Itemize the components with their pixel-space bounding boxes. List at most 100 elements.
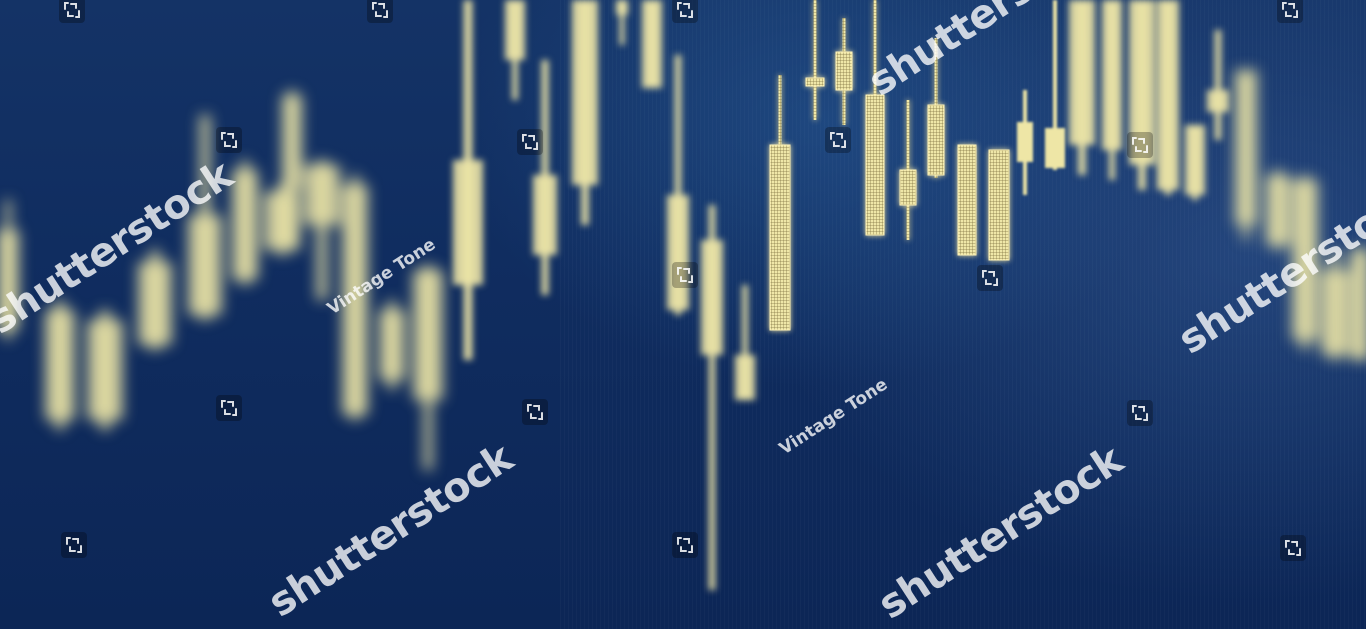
candle-body	[865, 94, 885, 236]
candlestick-16	[572, 0, 598, 225]
candlestick-21	[735, 285, 755, 400]
candle-wick	[316, 160, 328, 300]
candlestick-36	[1185, 125, 1205, 200]
candlestick-26	[899, 100, 917, 240]
candle-body	[0, 230, 19, 330]
candle-body	[701, 240, 723, 355]
shutterstock-logo-icon	[672, 262, 698, 288]
candlestick-31	[1045, 0, 1065, 170]
candle-body	[899, 169, 917, 206]
candle-wick	[813, 0, 817, 120]
candlestick-32	[1069, 0, 1095, 175]
candle-body	[769, 144, 791, 331]
candle-body	[45, 310, 75, 420]
candlestick-17	[616, 0, 628, 45]
candlestick-9	[304, 160, 340, 300]
candle-body	[805, 77, 825, 87]
candlestick-13	[453, 0, 483, 360]
candle-body	[1292, 180, 1318, 340]
candlestick-10	[342, 175, 368, 420]
shutterstock-logo-icon	[672, 0, 698, 23]
candle-body	[1235, 70, 1257, 225]
candle-body	[232, 170, 258, 280]
candlestick-40	[1292, 175, 1318, 350]
candlestick-28	[957, 144, 977, 256]
shutterstock-logo-icon	[977, 265, 1003, 291]
candle-body	[453, 160, 483, 285]
candle-body	[1266, 175, 1290, 245]
shutterstock-logo-icon	[367, 0, 393, 23]
candlestick-38	[1235, 70, 1257, 240]
candle-body	[1069, 0, 1095, 145]
candle-body	[988, 149, 1010, 261]
candle-body	[505, 0, 525, 60]
candle-body	[1350, 250, 1366, 360]
candle-body	[1045, 128, 1065, 168]
candle-body	[1185, 125, 1205, 195]
shutterstock-logo-icon	[1127, 132, 1153, 158]
candle-wick	[619, 0, 625, 45]
candlestick-5	[188, 115, 222, 320]
shutterstock-logo-icon	[825, 127, 851, 153]
candle-body	[735, 355, 755, 400]
candle-body	[642, 0, 662, 88]
candle-body	[413, 270, 443, 400]
candlestick-37	[1207, 30, 1229, 140]
candle-body	[533, 175, 557, 255]
candle-body	[282, 95, 302, 190]
candle-body	[572, 0, 598, 185]
candle-body	[957, 144, 977, 256]
candle-wick	[708, 205, 716, 590]
candle-body	[379, 310, 405, 380]
candle-body	[1207, 90, 1229, 112]
candlestick-24	[835, 18, 853, 125]
candlestick-42	[1350, 245, 1366, 360]
shutterstock-watermark: shutterstock	[260, 434, 522, 626]
candle-body	[188, 215, 222, 315]
candlestick-20	[701, 205, 723, 590]
candle-body	[1102, 0, 1122, 150]
candlestick-39	[1266, 170, 1290, 250]
candle-body	[342, 185, 368, 415]
candle-body	[1321, 270, 1349, 355]
shutterstock-logo-icon	[1277, 0, 1303, 23]
candlestick-11	[379, 300, 405, 390]
shutterstock-logo-icon	[522, 399, 548, 425]
candlestick-1	[0, 200, 19, 340]
shutterstock-logo-icon	[672, 532, 698, 558]
shutterstock-logo-icon	[1127, 400, 1153, 426]
candlestick-15	[533, 60, 557, 295]
candlestick-27	[927, 38, 945, 178]
candlestick-25	[865, 0, 885, 236]
candlestick-34	[1129, 0, 1155, 190]
candlestick-33	[1102, 0, 1122, 180]
candlestick-2	[45, 300, 75, 430]
shutterstock-logo-icon	[59, 0, 85, 23]
shutterstock-logo-icon	[216, 395, 242, 421]
candle-body	[667, 195, 689, 310]
candle-body	[616, 0, 628, 15]
shutterstock-logo-icon	[61, 532, 87, 558]
candle-body	[138, 262, 172, 345]
candlestick-18	[642, 0, 662, 88]
candlestick-8	[282, 90, 302, 250]
candle-body	[1157, 0, 1179, 190]
candle-body	[304, 165, 340, 225]
candle-body	[1017, 122, 1033, 162]
candlestick-35	[1157, 0, 1179, 195]
shutterstock-logo-icon	[1280, 535, 1306, 561]
shutterstock-logo-icon	[517, 129, 543, 155]
candle-wick	[742, 285, 748, 400]
candlestick-41	[1321, 250, 1349, 360]
candle-wick	[1214, 30, 1222, 140]
candlestick-6	[232, 160, 258, 285]
candlestick-3	[87, 310, 123, 430]
candle-wick	[1053, 0, 1057, 170]
candlestick-12	[413, 265, 443, 470]
candlestick-23	[805, 0, 825, 120]
candle-body	[927, 104, 945, 176]
shutterstock-logo-icon	[216, 127, 242, 153]
candlestick-4	[138, 250, 172, 350]
